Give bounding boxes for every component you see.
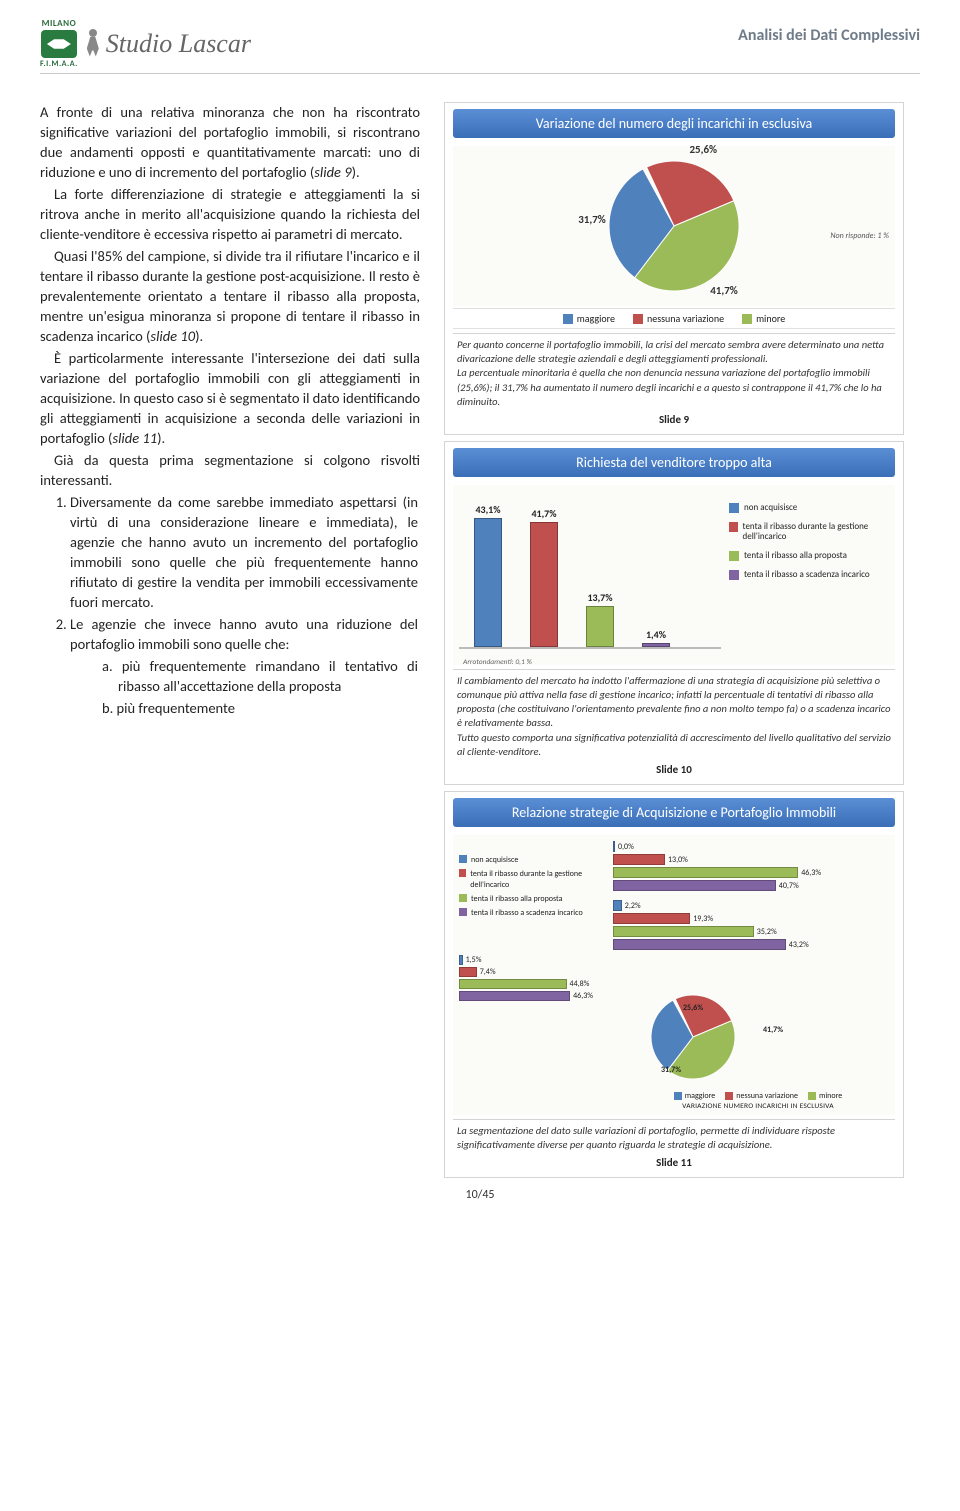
slide-10: Richiesta del venditore troppo alta 43,1… — [444, 441, 904, 785]
slide9-caption: Slide 9 — [453, 413, 895, 426]
list-item-1: Diversamente da come sarebbe immediato a… — [70, 492, 420, 612]
slide9-pie: Non risponde: 1 % 25,6%41,7%31,7% — [453, 146, 895, 306]
list-item-2: Le agenzie che invece hanno avuto una ri… — [70, 614, 420, 718]
slide11-chart: non acquisiscetenta il ribasso durante l… — [453, 835, 895, 1115]
person-icon — [84, 29, 102, 59]
p4: È particolarmente interessante l'interse… — [40, 349, 420, 447]
p4-em: slide 11 — [112, 429, 157, 447]
slide9-desc: Per quanto concerne il portafoglio immob… — [453, 333, 895, 409]
studio-name: Studio Lascar — [106, 29, 251, 59]
logo-group: MILANO F.I.M.A.A. Studio Lascar — [40, 18, 251, 69]
slide9-title: Variazione del numero degli incarichi in… — [453, 109, 895, 138]
slide10-note: Arrotondamenti: 0,1 % — [463, 658, 532, 667]
section-title: Analisi dei Dati Complessivi — [738, 18, 920, 45]
slide10-desc: Il cambiamento del mercato ha indotto l'… — [453, 669, 895, 759]
slide-9: Variazione del numero degli incarichi in… — [444, 102, 904, 435]
p3: Quasi l'85% del campione, si divide tra … — [40, 247, 420, 345]
body-text: A fronte di una relativa minoranza che n… — [40, 102, 420, 1178]
sub-a: a. più frequentemente rimandano il tenta… — [118, 656, 418, 696]
slide11-caption: Slide 11 — [453, 1156, 895, 1169]
page-header: MILANO F.I.M.A.A. Studio Lascar Analisi … — [40, 18, 920, 74]
slide10-title: Richiesta del venditore troppo alta — [453, 448, 895, 477]
p2: La forte differenziazione di strategie e… — [40, 184, 420, 244]
slide-11: Relazione strategie di Acquisizione e Po… — [444, 791, 904, 1178]
studio-logo: Studio Lascar — [84, 29, 251, 59]
fimaa-logo: MILANO F.I.M.A.A. — [40, 18, 78, 69]
slide9-legend: maggiorenessuna variazioneminore — [453, 308, 895, 329]
p1-em: slide 9 — [314, 163, 351, 181]
p1: A fronte di una relativa minoranza che n… — [40, 103, 420, 181]
brand-top: MILANO — [42, 18, 77, 29]
p3-em: slide 10 — [150, 327, 195, 345]
slide10-caption: Slide 10 — [453, 763, 895, 776]
pie-note: Non risponde: 1 % — [830, 231, 889, 241]
p5: Già da questa prima segmentazione si col… — [40, 450, 420, 490]
slide11-desc: La segmentazione del dato sulle variazio… — [453, 1119, 895, 1152]
slide10-bars: 43,1%41,7%13,7%1,4% non acquisiscetenta … — [453, 485, 895, 665]
sub-b: b. più frequentemente — [118, 698, 418, 718]
page-number: 10/45 — [40, 1188, 920, 1202]
mini-caption: VARIAZIONE NUMERO INCARICHI IN ESCLUSIVA — [633, 1102, 883, 1111]
brand-bottom: F.I.M.A.A. — [40, 59, 78, 69]
slide11-title: Relazione strategie di Acquisizione e Po… — [453, 798, 895, 827]
